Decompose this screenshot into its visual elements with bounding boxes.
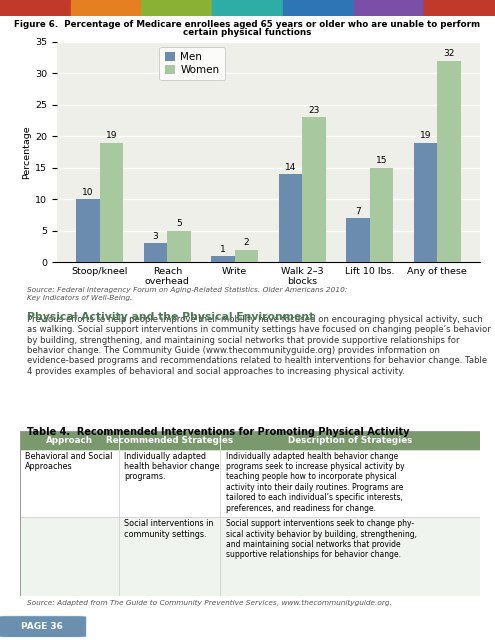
Text: 3: 3 <box>152 232 158 241</box>
Y-axis label: Percentage: Percentage <box>22 125 31 179</box>
Text: 32: 32 <box>444 49 455 58</box>
Bar <box>220 517 480 596</box>
Bar <box>437 61 461 262</box>
Text: The State of Aging and Health in America 2013: The State of Aging and Health in America… <box>87 622 291 631</box>
Text: 5: 5 <box>176 220 182 228</box>
Text: Previous efforts to help people improve their mobility have focused on encouragi: Previous efforts to help people improve … <box>27 315 491 376</box>
Text: 10: 10 <box>82 188 94 196</box>
Text: Table 4.  Recommended Interventions for Promoting Physical Activity: Table 4. Recommended Interventions for P… <box>27 427 410 437</box>
Bar <box>144 243 167 262</box>
Text: 23: 23 <box>308 106 320 115</box>
Text: 15: 15 <box>376 156 388 165</box>
Text: Source: Federal Interagency Forum on Aging-Related Statistics. Older Americans 2: Source: Federal Interagency Forum on Agi… <box>27 287 347 301</box>
Bar <box>212 0 283 15</box>
Text: Recommended Strategies: Recommended Strategies <box>106 436 233 445</box>
Bar <box>279 174 302 262</box>
Bar <box>211 256 235 262</box>
Text: Individually adapted
health behavior change
programs.: Individually adapted health behavior cha… <box>124 451 220 481</box>
Bar <box>119 449 220 517</box>
Bar <box>353 0 424 15</box>
Bar <box>100 143 123 262</box>
Text: Description of Strategies: Description of Strategies <box>288 436 412 445</box>
Bar <box>370 168 394 262</box>
Text: Source: Adapted from The Guide to Community Preventive Services, www.thecommunit: Source: Adapted from The Guide to Commun… <box>27 600 392 606</box>
FancyBboxPatch shape <box>0 616 87 637</box>
Text: Social interventions in
community settings.: Social interventions in community settin… <box>124 519 214 539</box>
Text: Behavioral and Social
Approaches: Behavioral and Social Approaches <box>25 451 113 471</box>
Bar <box>119 517 220 596</box>
Text: 1: 1 <box>220 244 226 253</box>
Bar <box>142 0 212 15</box>
Legend: Men, Women: Men, Women <box>159 47 225 81</box>
Bar <box>220 431 480 449</box>
Bar <box>235 250 258 262</box>
Text: PAGE 36: PAGE 36 <box>21 622 63 631</box>
Bar <box>424 0 495 15</box>
Text: 19: 19 <box>106 131 117 140</box>
Bar <box>20 449 119 517</box>
Text: Figure 6.  Percentage of Medicare enrollees aged 65 years or older who are unabl: Figure 6. Percentage of Medicare enrolle… <box>14 20 481 29</box>
Bar <box>20 431 119 449</box>
Bar <box>220 449 480 517</box>
Text: Individually adapted health behavior change
programs seek to increase physical a: Individually adapted health behavior cha… <box>226 451 404 513</box>
Text: Approach: Approach <box>46 436 93 445</box>
Bar <box>20 517 119 596</box>
Bar <box>302 117 326 262</box>
Text: 7: 7 <box>355 207 361 216</box>
Bar <box>71 0 142 15</box>
Bar <box>167 231 191 262</box>
Text: Physical Activity and the Physical Environment: Physical Activity and the Physical Envir… <box>27 312 314 323</box>
Text: Social support interventions seek to change phy-
sical activity behavior by buil: Social support interventions seek to cha… <box>226 519 417 559</box>
Bar <box>414 143 437 262</box>
Text: 19: 19 <box>420 131 431 140</box>
Bar <box>119 431 220 449</box>
Bar <box>283 0 353 15</box>
Bar <box>0 0 71 15</box>
Bar <box>76 199 100 262</box>
Bar <box>346 218 370 262</box>
Text: 2: 2 <box>244 238 249 247</box>
Text: 14: 14 <box>285 163 296 172</box>
Text: certain physical functions: certain physical functions <box>183 28 312 36</box>
